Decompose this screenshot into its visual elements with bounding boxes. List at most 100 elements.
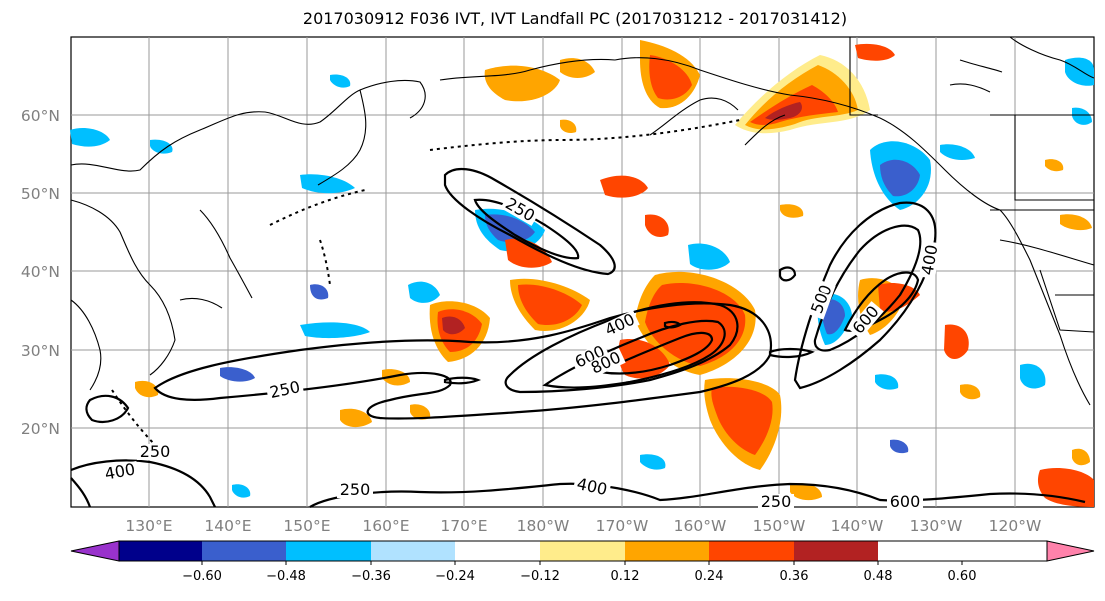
shade-patch (960, 384, 981, 400)
shade-patch (1060, 214, 1092, 231)
contour-label: 250 (761, 492, 792, 511)
shade-patch (135, 380, 159, 398)
contour-label-bg (572, 475, 612, 499)
contour-label: 250 (140, 442, 171, 461)
contour-label-bg (848, 301, 884, 339)
island-chains (111, 119, 741, 451)
shade-patch (485, 214, 535, 243)
colorbar-segment (709, 541, 794, 561)
colorbar-segment (455, 541, 540, 561)
contour-label-bg (337, 482, 373, 498)
colorbar-segment (540, 541, 625, 561)
colorbar-tick-label: 0.36 (780, 569, 809, 584)
contour-400 (504, 301, 739, 394)
shade-patch (645, 214, 669, 237)
shade-patch (790, 483, 822, 501)
colorbar-tick-label: 0.24 (695, 569, 724, 584)
contour-edge-250 (70, 459, 216, 508)
lon-tick-label: 160°E (362, 517, 409, 535)
lon-tick-label: 120°W (989, 517, 1042, 535)
colorbar-tick-label: 0.48 (864, 569, 893, 584)
contour-labels: 2504006008002502502504002506002504006004… (100, 194, 942, 511)
shade-patch (70, 128, 110, 147)
shade-patch (1045, 159, 1064, 172)
contour-west-400 (85, 394, 130, 424)
pc-shading (70, 40, 1094, 507)
map-panel: 2504006008002502502504002506002504006004… (70, 36, 1095, 511)
colorbar-tick-label: −0.12 (520, 569, 560, 584)
lat-tick-label: 30°N (21, 342, 60, 360)
lon-tick-label: 140°E (204, 517, 251, 535)
shade-patch (505, 238, 552, 268)
contour-600 (542, 319, 726, 389)
colorbar-tick-label: −0.36 (351, 569, 391, 584)
contour-label-bg (600, 310, 640, 340)
contour-label-bg (887, 494, 923, 510)
shade-patch (600, 175, 648, 198)
shade-patch (1037, 468, 1094, 507)
shade-patch (300, 174, 355, 194)
colorbar: −0.60 −0.48 −0.36 −0.24 −0.12 0.12 0.24 0.36 0.4… (70, 540, 1095, 584)
lon-tick-label: 170°W (596, 517, 649, 535)
shade-patch (1020, 363, 1046, 389)
contour-east-400 (813, 224, 922, 352)
colorbar-segment (286, 541, 371, 561)
shade-patch (150, 139, 173, 154)
shade-patch (442, 316, 465, 335)
shade-patch (765, 102, 802, 120)
shade-patch (1072, 448, 1090, 466)
contour-label-bg (918, 240, 942, 280)
shade-patch (944, 324, 969, 359)
contour-label-bg (500, 194, 540, 226)
shade-patch (880, 159, 920, 197)
lat-tick-label: 50°N (21, 185, 60, 203)
colorbar-extend-low (70, 540, 120, 562)
colorbar-segment (625, 541, 709, 561)
shade-patch (518, 284, 582, 326)
colorbar-segment (371, 541, 455, 561)
shade-patch (310, 284, 329, 300)
shade-patch (649, 55, 692, 100)
contour-label-bg (586, 348, 626, 378)
lat-tick-label: 60°N (21, 107, 60, 125)
shade-patch (560, 119, 577, 134)
shade-patch (780, 204, 804, 218)
lon-tick-label: 160°W (674, 517, 727, 535)
shade-patch (940, 144, 975, 160)
colorbar-tick-label: −0.48 (266, 569, 306, 584)
contour-label-bg (265, 378, 305, 402)
coastlines (70, 36, 1095, 406)
shade-patch (300, 322, 370, 339)
lat-tick-label: 40°N (21, 263, 60, 281)
shade-patch (340, 408, 372, 428)
colorbar-segment (202, 541, 286, 561)
contour-sw-closed (70, 477, 92, 508)
contour-800 (596, 331, 714, 375)
shade-patch (711, 386, 773, 455)
colorbar-tick-label: 0.60 (948, 569, 977, 584)
lon-tick-label: 180°W (517, 517, 570, 535)
shade-patch (855, 43, 895, 61)
shade-patch (560, 58, 595, 78)
shade-patch (220, 367, 255, 382)
shade-patch (822, 299, 845, 335)
shade-patch (232, 484, 251, 498)
lon-tick-label: 170°E (440, 517, 487, 535)
contour-label-bg (808, 290, 832, 317)
shade-patch (408, 281, 440, 303)
contour-blob (768, 347, 815, 359)
contour-label: 600 (890, 492, 921, 511)
contour-north-250 (443, 167, 616, 276)
shade-patch (1065, 57, 1094, 86)
colorbar-extend-high (1046, 540, 1095, 562)
contour-label: 250 (340, 480, 371, 499)
shade-patch (875, 374, 899, 390)
contour-label-bg (137, 444, 173, 460)
colorbar-tick-label: −0.60 (182, 569, 222, 584)
colorbar-tick-label: −0.24 (435, 569, 475, 584)
contour-label-bg (758, 494, 794, 510)
contour-blob (443, 376, 482, 385)
shade-patch (382, 369, 410, 386)
lon-tick-label: 150°W (753, 517, 806, 535)
